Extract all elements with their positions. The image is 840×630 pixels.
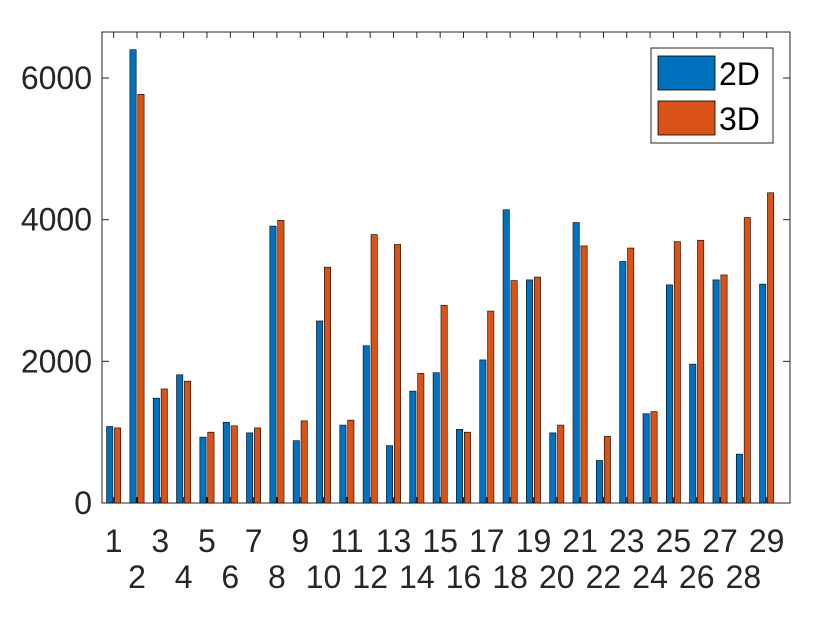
bar-2D-15 (432, 372, 440, 504)
tick-labels: 0200040006000123456789101112131415161718… (21, 60, 785, 595)
x-tick-label: 20 (539, 559, 575, 595)
bar-2D-25 (665, 284, 673, 504)
bar-2D-28 (735, 453, 743, 504)
x-tick-label: 11 (330, 523, 363, 559)
bar-2D-26 (689, 363, 697, 504)
x-tick-label: 12 (352, 559, 388, 595)
bar-3D-25 (673, 241, 681, 504)
bar-2D-21 (572, 222, 580, 504)
x-tick-label: 19 (516, 523, 552, 559)
x-tick-label: 21 (562, 523, 598, 559)
bar-3D-24 (650, 411, 658, 504)
bar-3D-13 (394, 244, 401, 504)
bar-3D-16 (463, 431, 471, 504)
x-tick-label: 10 (306, 559, 342, 595)
bar-3D-2 (137, 94, 145, 504)
x-tick-label: 7 (245, 523, 263, 559)
bar-2D-14 (409, 390, 417, 504)
x-tick-label: 24 (632, 559, 668, 595)
bar-3D-10 (324, 266, 331, 504)
y-tick-label: 6000 (21, 60, 92, 96)
x-tick-label: 25 (656, 523, 692, 559)
x-tick-label: 3 (151, 523, 169, 559)
bar-3D-1 (114, 427, 122, 504)
bar-2D-22 (596, 460, 603, 504)
bar-2D-5 (199, 436, 207, 504)
x-tick-label: 22 (586, 559, 622, 595)
legend-label-3D: 3D (719, 101, 760, 137)
bar-3D-5 (207, 431, 215, 504)
x-tick-label: 26 (679, 559, 715, 595)
x-tick-label: 16 (446, 559, 482, 595)
bar-2D-13 (386, 445, 394, 504)
bar-3D-20 (557, 424, 565, 504)
bar-2D-23 (619, 261, 627, 504)
bar-3D-18 (510, 280, 518, 504)
bar-2D-2 (129, 49, 137, 504)
x-tick-label: 1 (105, 523, 123, 559)
legend-swatch-3D (657, 100, 716, 136)
bar-3D-3 (160, 388, 168, 504)
bar-3D-22 (603, 436, 611, 504)
bar-2D-29 (759, 283, 767, 504)
x-tick-label: 17 (469, 523, 505, 559)
legend-label-2D: 2D (719, 56, 760, 92)
bar-2D-27 (712, 279, 720, 504)
bar-3D-27 (720, 274, 728, 504)
y-tick-label: 0 (74, 485, 92, 521)
bar-3D-26 (697, 239, 705, 504)
y-tick-label: 2000 (21, 343, 92, 379)
bar-2D-12 (362, 345, 370, 504)
bar-3D-28 (743, 217, 751, 504)
bar-3D-7 (254, 427, 261, 504)
bar-3D-8 (277, 220, 285, 504)
x-tick-label: 2 (128, 559, 146, 595)
bar-2D-18 (502, 209, 510, 504)
bar-2D-11 (339, 424, 347, 504)
x-tick-label: 18 (492, 559, 528, 595)
bar-2D-6 (222, 421, 230, 504)
x-tick-label: 9 (291, 523, 309, 559)
x-tick-label: 29 (749, 523, 785, 559)
y-tick-label: 4000 (21, 202, 92, 238)
x-tick-label: 13 (376, 523, 412, 559)
bar-2D-10 (316, 320, 324, 504)
bar-3D-17 (487, 310, 495, 504)
bar-2D-9 (292, 440, 300, 504)
bar-2D-1 (106, 426, 114, 504)
x-tick-label: 14 (399, 559, 435, 595)
bar-3D-15 (440, 305, 448, 504)
bar-2D-16 (456, 429, 463, 504)
bars (106, 49, 775, 504)
x-tick-label: 8 (268, 559, 286, 595)
bar-3D-19 (533, 276, 541, 504)
x-tick-label: 4 (175, 559, 193, 595)
x-tick-label: 6 (221, 559, 239, 595)
bar-2D-8 (269, 225, 277, 504)
bar-2D-3 (152, 397, 160, 504)
bar-2D-20 (549, 432, 557, 504)
bar-3D-6 (230, 425, 238, 504)
x-tick-label: 23 (609, 523, 645, 559)
bar-2D-17 (479, 359, 487, 504)
bar-3D-4 (184, 380, 192, 504)
x-tick-label: 5 (198, 523, 216, 559)
bar-2D-7 (246, 432, 254, 504)
legend-swatch-2D (657, 55, 716, 91)
x-tick-label: 28 (726, 559, 762, 595)
bar-2D-4 (176, 374, 184, 504)
x-tick-label: 27 (702, 523, 738, 559)
x-tick-label: 15 (422, 523, 458, 559)
bar-2D-24 (642, 413, 650, 504)
bar-3D-14 (417, 373, 425, 504)
bar-3D-29 (767, 192, 775, 504)
bar-2D-19 (526, 279, 533, 504)
bar-3D-23 (627, 247, 635, 504)
bar-3D-11 (347, 419, 355, 504)
bar-3D-12 (370, 234, 378, 504)
bar-3D-9 (300, 420, 308, 504)
bar-3D-21 (580, 245, 588, 504)
